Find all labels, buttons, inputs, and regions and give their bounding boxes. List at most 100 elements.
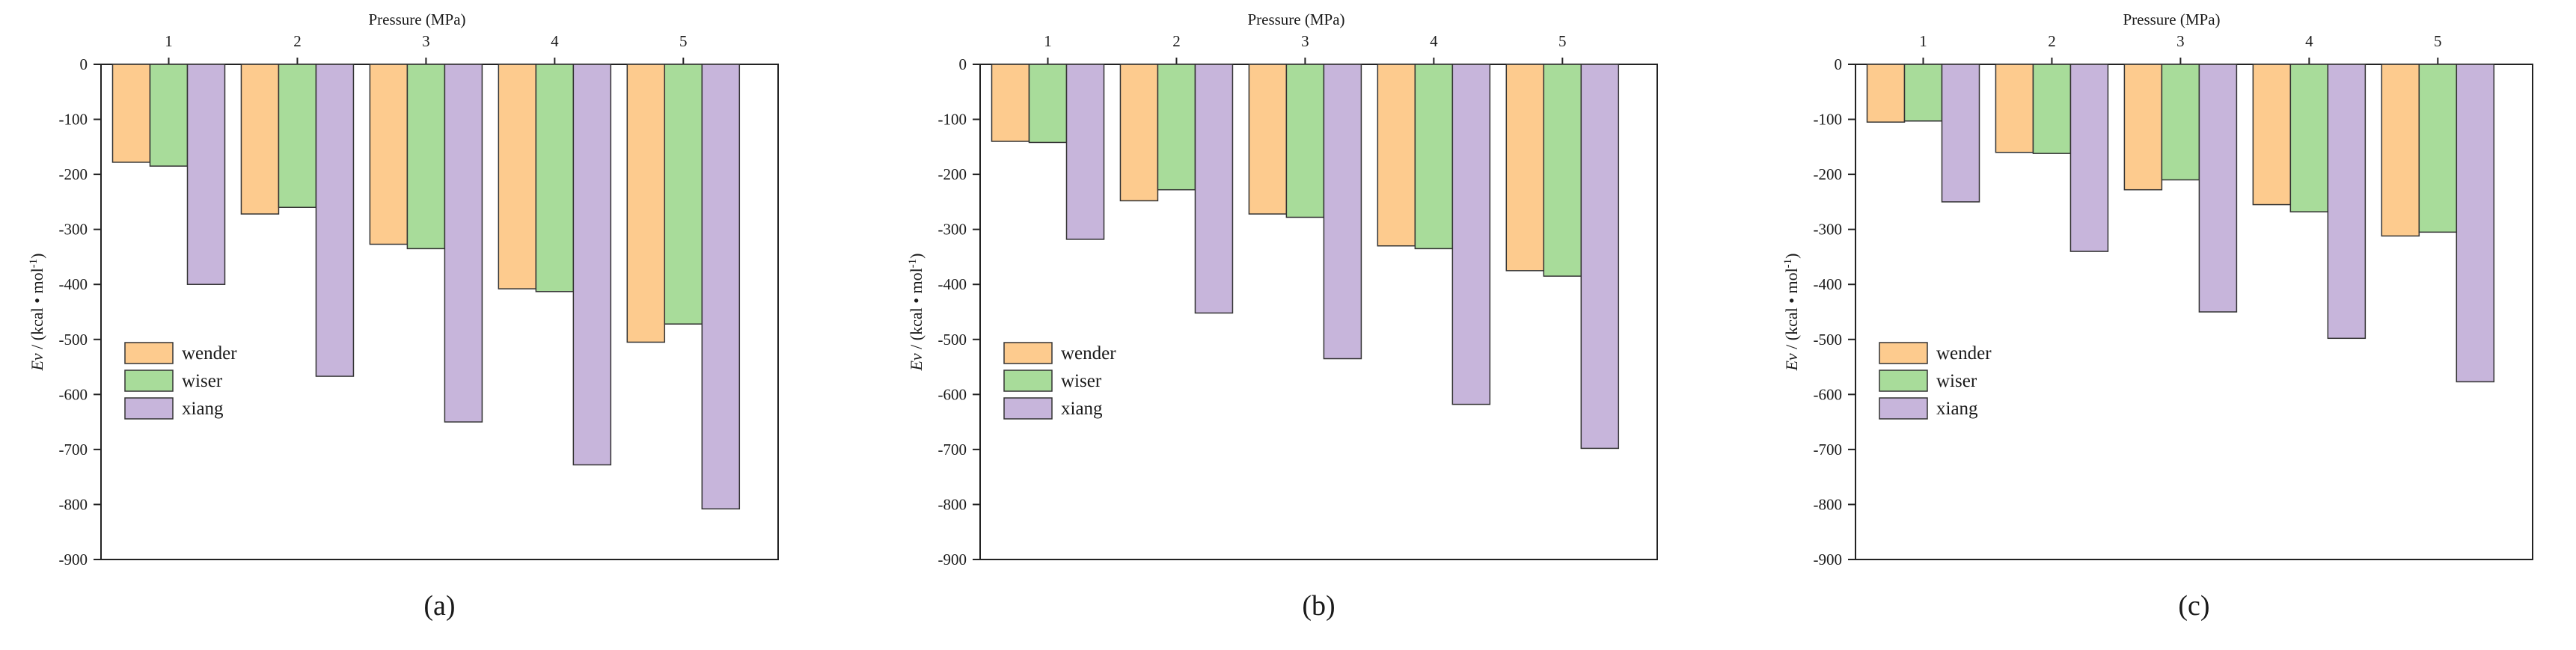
x-tick-label: 2 [1172,32,1181,50]
y-tick-label: -100 [1814,111,1843,129]
bar-wiser-p3 [2161,64,2200,181]
y-tick-label: -200 [59,165,88,183]
bar-wiser-p1 [1903,64,1943,122]
panel-label: (c) [2178,590,2209,622]
y-axis-label: Ev / (kcal • mol-1) [1782,253,1801,371]
y-tick-label: -800 [1814,495,1843,513]
legend-label-xiang: xiang [1061,399,1103,419]
bar-xiang-p4 [2327,64,2367,340]
y-tick-label: -600 [59,385,88,403]
x-tick-label: 1 [1044,32,1052,50]
bar-wiser-p5 [1543,64,1582,277]
bar-wiser-p2 [2032,64,2072,154]
bar-wiser-p2 [278,64,317,208]
bar-wiser-p3 [1285,64,1325,218]
legend-swatch-xiang [1003,397,1053,420]
bar-xiang-p2 [2069,64,2109,252]
x-tick-label: 3 [422,32,430,50]
x-axis-title: Pressure (MPa) [1247,10,1344,28]
bar-wender-p2 [1995,64,2034,153]
panel-label: (a) [423,590,455,622]
y-tick-label: -700 [938,441,967,459]
bar-xiang-p4 [1451,64,1491,405]
bar-xiang-p1 [186,64,226,285]
y-tick-label: -700 [1814,441,1843,459]
legend-label-wender: wender [1936,343,1992,364]
y-tick-label: -400 [1814,275,1843,293]
y-tick-label: -900 [59,551,88,568]
bar-wender-p3 [369,64,409,245]
x-axis-title: Pressure (MPa) [368,10,465,28]
x-tick-label: 5 [2434,32,2442,50]
bar-xiang-p4 [572,64,612,466]
bar-xiang-p5 [1580,64,1620,450]
bar-wender-p4 [498,64,537,289]
bar-wiser-p5 [664,64,703,325]
legend-swatch-wender [1003,342,1053,364]
legend-label-wiser: wiser [1061,371,1102,391]
x-tick-label: 4 [551,32,559,50]
y-tick-label: -300 [938,221,967,239]
legend-swatch-wiser [1879,370,1928,392]
bar-wiser-p3 [406,64,446,250]
y-tick-label: -500 [59,331,88,349]
bar-wender-p3 [1248,64,1288,215]
y-tick-label: -600 [938,385,967,403]
y-tick-label: -200 [1814,165,1843,183]
x-tick-label: 2 [293,32,302,50]
legend-label-xiang: xiang [182,399,224,419]
y-tick-label: -100 [59,111,88,129]
legend-label-wiser: wiser [182,371,223,391]
y-tick-label: -500 [1814,331,1843,349]
bar-xiang-p5 [701,64,741,510]
legend: wender wiser xiang [124,342,237,420]
y-tick-label: -800 [938,495,967,513]
bar-wiser-p4 [1414,64,1454,250]
bar-xiang-p2 [315,64,355,377]
y-axis-label: Ev / (kcal • mol-1) [907,253,926,371]
bar-wiser-p1 [1028,64,1068,144]
legend-swatch-wiser [124,370,174,392]
x-tick-label: 5 [679,32,688,50]
bar-wiser-p4 [2289,64,2329,212]
x-tick-label: 1 [1919,32,1927,50]
x-axis-title: Pressure (MPa) [2123,10,2220,28]
bar-xiang-p3 [2198,64,2238,313]
x-tick-label: 4 [2305,32,2313,50]
x-tick-label: 3 [1301,32,1309,50]
bar-wender-p4 [1377,64,1416,247]
legend-label-xiang: xiang [1936,399,1978,419]
bar-wender-p1 [111,64,151,163]
x-tick-label: 3 [2176,32,2185,50]
bar-wender-p5 [2381,64,2420,237]
y-tick-label: -300 [1814,221,1843,239]
y-tick-label: -300 [59,221,88,239]
legend-swatch-wender [124,342,174,364]
y-tick-label: -600 [1814,385,1843,403]
y-tick-label: -200 [938,165,967,183]
bar-wiser-p4 [535,64,575,292]
x-tick-label: 1 [165,32,173,50]
legend-swatch-wiser [1003,370,1053,392]
bar-wiser-p5 [2418,64,2458,233]
x-tick-label: 2 [2048,32,2056,50]
bar-wender-p1 [991,64,1030,142]
chart-panel-2: 0 -100 -200 -300 -400 -500 -600 -700 -800 -900 Ev … [907,10,1658,622]
y-tick-label: -500 [938,331,967,349]
legend: wender wiser xiang [1879,342,1992,420]
y-tick-label: 0 [80,55,88,73]
bar-xiang-p1 [1065,64,1105,240]
bar-wender-p1 [1866,64,1906,123]
bar-wender-p2 [240,64,280,215]
bar-wiser-p2 [1157,64,1196,191]
legend-swatch-xiang [124,397,174,420]
x-tick-label: 4 [1430,32,1438,50]
bar-wender-p4 [2252,64,2292,206]
bar-wiser-p1 [149,64,189,167]
bar-xiang-p1 [1941,64,1980,203]
legend-label-wiser: wiser [1936,371,1977,391]
x-tick-label: 5 [1558,32,1567,50]
bar-xiang-p3 [444,64,483,423]
y-tick-label: -100 [938,111,967,129]
